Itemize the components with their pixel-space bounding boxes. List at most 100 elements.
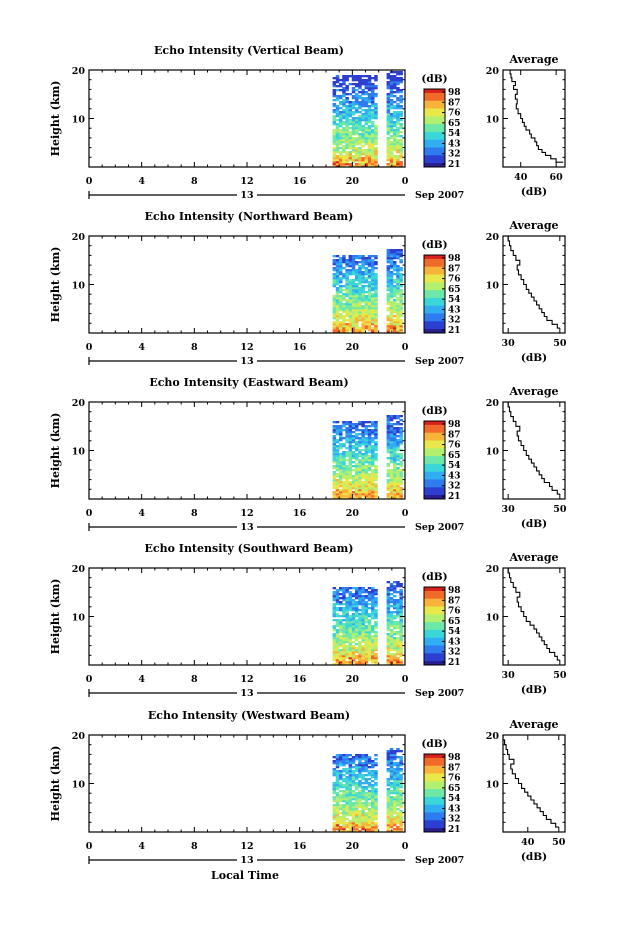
colorbar-segment: [424, 456, 445, 459]
avg-y-tick-label: 10: [486, 613, 500, 624]
heatmap-cell: [389, 605, 394, 608]
heatmap-cell: [361, 589, 365, 592]
heatmap-cell: [348, 297, 353, 300]
heatmap-cell: [355, 657, 359, 660]
heatmap-cell: [374, 804, 378, 807]
heatmap-cell: [393, 117, 397, 120]
heatmap-cell: [393, 802, 397, 805]
heatmap-cell: [371, 828, 375, 831]
heatmap-cell: [393, 453, 397, 456]
heatmap-cell: [339, 281, 343, 284]
heatmap-cell: [371, 591, 375, 594]
heatmap-cell: [364, 605, 369, 608]
heatmap-cell: [342, 822, 346, 825]
heatmap-cell: [351, 495, 356, 498]
colorbar-segment: [424, 133, 445, 137]
heatmap-cell: [393, 91, 397, 94]
heatmap-cell: [393, 796, 397, 799]
heatmap-cell: [361, 653, 365, 656]
colorbar-label: 54: [448, 627, 461, 637]
heatmap-cell: [332, 645, 337, 648]
heatmap-cell: [371, 303, 375, 306]
heatmap-cell: [355, 635, 359, 638]
heatmap-cell: [361, 433, 365, 436]
heatmap-cell: [355, 441, 359, 444]
colorbar-segment: [424, 463, 445, 467]
heatmap-cell: [386, 483, 391, 486]
colorbar-segment: [424, 92, 445, 96]
heatmap-cell: [364, 163, 369, 166]
heatmap-cell: [348, 601, 353, 604]
heatmap-cell: [339, 758, 343, 761]
colorbar-segment: [424, 147, 445, 150]
heatmap-cell: [351, 625, 356, 628]
heatmap-cell: [361, 758, 365, 761]
heatmap-cell: [355, 79, 359, 82]
heatmap-cell: [355, 479, 359, 482]
heatmap-cell: [355, 165, 359, 168]
heatmap-cell: [371, 447, 375, 450]
heatmap-cell: [396, 485, 400, 488]
heatmap-cell: [389, 79, 394, 82]
heatmap-cell: [335, 123, 340, 126]
heatmap-cell: [371, 770, 375, 773]
heatmap-cell: [389, 425, 394, 428]
heatmap-cell: [386, 756, 391, 759]
heatmap-cell: [358, 295, 362, 298]
heatmap-cell: [361, 495, 365, 498]
heatmap-cell: [335, 631, 340, 634]
heatmap-cell: [345, 107, 349, 110]
heatmap-cell: [335, 301, 340, 304]
heatmap-cell: [345, 117, 349, 120]
heatmap-cell: [371, 311, 375, 314]
heatmap-cell: [332, 810, 337, 813]
heatmap-cell: [364, 303, 369, 306]
colorbar-segment: [424, 428, 445, 432]
heatmap-cell: [374, 802, 378, 805]
heatmap-cell: [355, 768, 359, 771]
heatmap-cell: [367, 309, 372, 312]
heatmap-cell: [335, 107, 340, 110]
colorbar-segment: [424, 421, 445, 424]
heatmap-cell: [342, 101, 346, 104]
heatmap-cell: [342, 99, 346, 102]
heatmap-cell: [339, 619, 343, 622]
heatmap-cell: [371, 103, 375, 106]
heatmap-cell: [364, 621, 369, 624]
heatmap-cell: [348, 423, 353, 426]
heatmap-cell: [332, 611, 337, 614]
heatmap-cell: [355, 139, 359, 142]
heatmap-cell: [399, 764, 403, 767]
x-tick-label: 8: [191, 176, 198, 187]
heatmap-cell: [386, 255, 391, 258]
heatmap-cell: [367, 285, 372, 288]
heatmap-cell: [361, 137, 365, 140]
heatmap-cell: [345, 663, 349, 666]
heatmap-cell: [335, 826, 340, 829]
heatmap-cell: [348, 647, 353, 650]
heatmap-cell: [364, 617, 369, 620]
heatmap-cell: [371, 301, 375, 304]
date-label-bg: [237, 188, 257, 198]
heatmap-cell: [396, 794, 400, 797]
x-tick-label: 0: [86, 674, 93, 685]
heatmap-cell: [393, 141, 397, 144]
heatmap-cell: [361, 599, 365, 602]
heatmap-cell: [364, 453, 369, 456]
heatmap-cell: [386, 615, 391, 618]
footer: Local Time: [211, 869, 279, 882]
colorbar-segment: [424, 461, 445, 465]
heatmap-cell: [348, 653, 353, 656]
heatmap-cell: [348, 449, 353, 452]
x-tick-label: 16: [293, 176, 307, 187]
heatmap-cell: [396, 73, 400, 76]
heatmap-data: [332, 415, 403, 500]
heatmap-cell: [364, 121, 369, 124]
heatmap-cell: [351, 465, 356, 468]
heatmap-cell: [371, 97, 375, 100]
heatmap-cell: [371, 643, 375, 646]
heatmap-cell: [332, 331, 337, 334]
heatmap-cell: [374, 155, 378, 158]
heatmap-cell: [345, 475, 349, 478]
heatmap-cell: [345, 465, 349, 468]
